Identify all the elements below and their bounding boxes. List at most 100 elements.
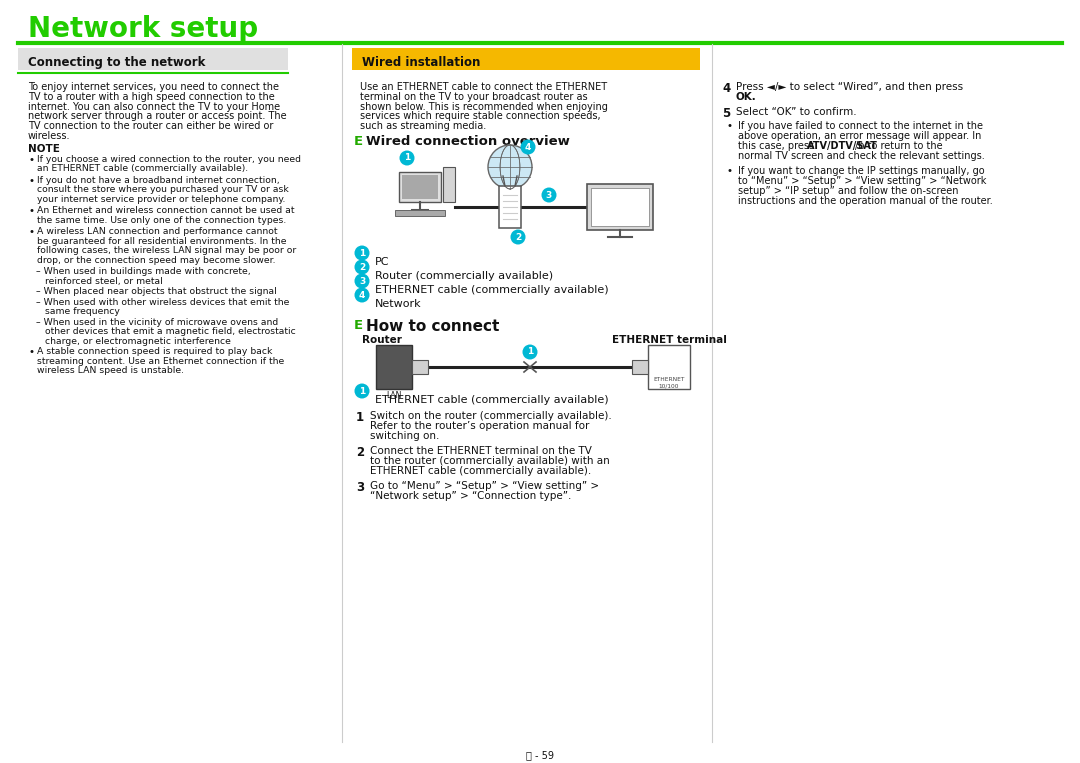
Text: •: • xyxy=(28,347,33,357)
FancyBboxPatch shape xyxy=(352,48,700,70)
Text: Press ◄/► to select “Wired”, and then press: Press ◄/► to select “Wired”, and then pr… xyxy=(735,82,963,92)
Text: /b to return to the: /b to return to the xyxy=(854,141,943,151)
Text: 2: 2 xyxy=(359,262,365,272)
Text: •: • xyxy=(727,166,733,176)
FancyBboxPatch shape xyxy=(399,172,441,202)
Text: Switch on the router (commercially available).: Switch on the router (commercially avail… xyxy=(370,411,611,421)
Text: be guaranteed for all residential environments. In the: be guaranteed for all residential enviro… xyxy=(37,237,286,246)
Text: Connecting to the network: Connecting to the network xyxy=(28,56,205,69)
Text: Connect the ETHERNET terminal on the TV: Connect the ETHERNET terminal on the TV xyxy=(370,446,592,456)
Text: 1: 1 xyxy=(404,153,410,163)
Text: TV connection to the router can either be wired or: TV connection to the router can either b… xyxy=(28,121,273,131)
Circle shape xyxy=(488,145,532,189)
FancyBboxPatch shape xyxy=(588,184,653,230)
Text: other devices that emit a magnetic field, electrostatic: other devices that emit a magnetic field… xyxy=(36,327,296,336)
Text: above operation, an error message will appear. In: above operation, an error message will a… xyxy=(738,131,982,141)
Text: 3: 3 xyxy=(545,191,552,199)
Text: 3: 3 xyxy=(359,276,365,285)
Text: internet. You can also connect the TV to your Home: internet. You can also connect the TV to… xyxy=(28,101,280,111)
Text: Wired connection overview: Wired connection overview xyxy=(366,135,570,148)
Text: switching on.: switching on. xyxy=(370,431,440,441)
Text: to the router (commercially available) with an: to the router (commercially available) w… xyxy=(370,456,610,466)
FancyBboxPatch shape xyxy=(376,345,411,389)
Text: If you choose a wired connection to the router, you need: If you choose a wired connection to the … xyxy=(37,155,301,164)
Text: 1: 1 xyxy=(356,411,364,424)
Text: ⓦ - 59: ⓦ - 59 xyxy=(526,750,554,760)
Text: ATV/DTV/SAT: ATV/DTV/SAT xyxy=(807,141,878,151)
Circle shape xyxy=(541,188,556,202)
Text: 2: 2 xyxy=(356,446,364,459)
Text: network server through a router or access point. The: network server through a router or acces… xyxy=(28,111,286,121)
Text: A wireless LAN connection and performance cannot: A wireless LAN connection and performanc… xyxy=(37,227,278,237)
Text: Select “OK” to confirm.: Select “OK” to confirm. xyxy=(735,107,856,117)
Text: instructions and the operation manual of the router.: instructions and the operation manual of… xyxy=(738,196,993,206)
Circle shape xyxy=(521,140,536,154)
Text: •: • xyxy=(727,121,733,131)
Text: your internet service provider or telephone company.: your internet service provider or teleph… xyxy=(37,195,285,204)
Text: OK.: OK. xyxy=(735,92,757,102)
Text: Go to “Menu” > “Setup” > “View setting” >: Go to “Menu” > “Setup” > “View setting” … xyxy=(370,481,599,491)
Text: consult the store where you purchased your TV or ask: consult the store where you purchased yo… xyxy=(37,185,288,195)
Text: 3: 3 xyxy=(356,481,364,494)
Text: Refer to the router’s operation manual for: Refer to the router’s operation manual f… xyxy=(370,421,590,431)
Text: ETHERNET cable (commercially available): ETHERNET cable (commercially available) xyxy=(375,395,609,405)
Circle shape xyxy=(354,384,369,398)
Text: ETHERNET cable (commercially available).: ETHERNET cable (commercially available). xyxy=(370,466,591,476)
FancyBboxPatch shape xyxy=(632,360,648,374)
FancyBboxPatch shape xyxy=(591,188,649,226)
FancyBboxPatch shape xyxy=(648,345,690,389)
Text: charge, or electromagnetic interference: charge, or electromagnetic interference xyxy=(36,336,231,346)
Text: If you do not have a broadband internet connection,: If you do not have a broadband internet … xyxy=(37,175,280,185)
Text: – When used with other wireless devices that emit the: – When used with other wireless devices … xyxy=(36,298,289,307)
Text: An Ethernet and wireless connection cannot be used at: An Ethernet and wireless connection cann… xyxy=(37,206,295,215)
Text: NOTE: NOTE xyxy=(28,143,59,154)
Circle shape xyxy=(523,345,538,359)
Text: drop, or the connection speed may become slower.: drop, or the connection speed may become… xyxy=(37,256,275,265)
Text: same frequency: same frequency xyxy=(36,307,120,317)
FancyBboxPatch shape xyxy=(402,175,438,199)
Text: To enjoy internet services, you need to connect the: To enjoy internet services, you need to … xyxy=(28,82,279,92)
Text: 4: 4 xyxy=(359,291,365,300)
Text: reinforced steel, or metal: reinforced steel, or metal xyxy=(36,277,163,286)
Text: If you want to change the IP settings manually, go: If you want to change the IP settings ma… xyxy=(738,166,985,176)
Text: How to connect: How to connect xyxy=(366,319,499,334)
Text: – When used in buildings made with concrete,: – When used in buildings made with concr… xyxy=(36,267,251,276)
Text: If you have failed to connect to the internet in the: If you have failed to connect to the int… xyxy=(738,121,983,131)
Text: 2: 2 xyxy=(515,233,522,242)
FancyBboxPatch shape xyxy=(443,167,455,202)
Text: Wired installation: Wired installation xyxy=(362,56,481,69)
Text: wireless.: wireless. xyxy=(28,131,70,141)
Circle shape xyxy=(511,230,526,244)
Text: shown below. This is recommended when enjoying: shown below. This is recommended when en… xyxy=(360,101,608,111)
Text: PC: PC xyxy=(375,257,390,267)
Text: 1: 1 xyxy=(359,387,365,395)
Text: •: • xyxy=(28,206,33,216)
Text: Network: Network xyxy=(375,299,421,309)
Text: setup” > “IP setup” and follow the on-screen: setup” > “IP setup” and follow the on-sc… xyxy=(738,186,959,196)
Text: such as streaming media.: such as streaming media. xyxy=(360,121,486,131)
Text: “Network setup” > “Connection type”.: “Network setup” > “Connection type”. xyxy=(370,491,571,501)
Circle shape xyxy=(354,273,369,288)
FancyBboxPatch shape xyxy=(411,360,428,374)
Text: ETHERNET terminal: ETHERNET terminal xyxy=(612,335,727,345)
Text: 4: 4 xyxy=(525,143,531,152)
FancyBboxPatch shape xyxy=(499,186,521,228)
Text: following cases, the wireless LAN signal may be poor or: following cases, the wireless LAN signal… xyxy=(37,246,296,256)
Text: E: E xyxy=(354,319,363,332)
Text: 5: 5 xyxy=(723,107,730,120)
Text: ETHERNET cable (commercially available): ETHERNET cable (commercially available) xyxy=(375,285,609,295)
Text: Use an ETHERNET cable to connect the ETHERNET: Use an ETHERNET cable to connect the ETH… xyxy=(360,82,607,92)
Text: ETHERNET
10/100: ETHERNET 10/100 xyxy=(653,377,685,388)
Circle shape xyxy=(354,288,369,302)
Text: •: • xyxy=(28,175,33,186)
Text: LAN: LAN xyxy=(387,391,402,400)
Text: •: • xyxy=(28,227,33,237)
Text: 1: 1 xyxy=(527,347,534,356)
Text: – When placed near objects that obstruct the signal: – When placed near objects that obstruct… xyxy=(36,288,276,296)
FancyBboxPatch shape xyxy=(18,48,288,70)
Text: to “Menu” > “Setup” > “View setting” > “Network: to “Menu” > “Setup” > “View setting” > “… xyxy=(738,176,986,186)
Text: Router: Router xyxy=(362,335,402,345)
Text: this case, press: this case, press xyxy=(738,141,818,151)
Circle shape xyxy=(354,259,369,275)
Text: 1: 1 xyxy=(359,249,365,257)
